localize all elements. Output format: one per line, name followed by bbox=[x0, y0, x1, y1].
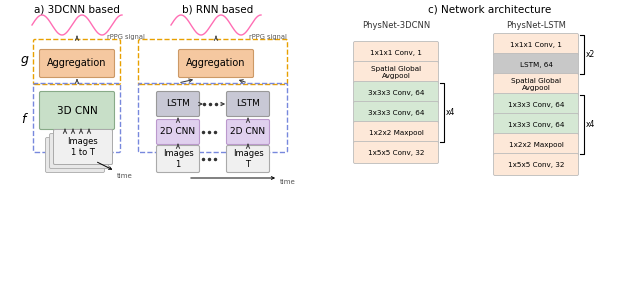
Text: PhysNet-LSTM: PhysNet-LSTM bbox=[506, 21, 566, 30]
Text: x4: x4 bbox=[586, 120, 595, 129]
FancyBboxPatch shape bbox=[227, 119, 269, 145]
Text: $f$: $f$ bbox=[21, 112, 29, 126]
Text: x2: x2 bbox=[586, 50, 595, 59]
FancyBboxPatch shape bbox=[40, 50, 115, 78]
FancyBboxPatch shape bbox=[227, 145, 269, 173]
FancyBboxPatch shape bbox=[45, 138, 104, 173]
Text: c) Network architecture: c) Network architecture bbox=[428, 5, 552, 15]
Text: a) 3DCNN based: a) 3DCNN based bbox=[34, 5, 120, 15]
FancyBboxPatch shape bbox=[157, 119, 200, 145]
Text: Aggregation: Aggregation bbox=[186, 59, 246, 68]
Text: LSTM: LSTM bbox=[236, 100, 260, 108]
Text: 1x1x1 Conv, 1: 1x1x1 Conv, 1 bbox=[370, 50, 422, 55]
FancyBboxPatch shape bbox=[493, 113, 579, 136]
Text: 1x2x2 Maxpool: 1x2x2 Maxpool bbox=[369, 130, 424, 136]
Text: $g$: $g$ bbox=[20, 54, 29, 68]
Text: b) RNN based: b) RNN based bbox=[182, 5, 253, 15]
Text: Images
1: Images 1 bbox=[163, 149, 193, 169]
Text: PhysNet-3DCNN: PhysNet-3DCNN bbox=[362, 21, 430, 30]
FancyBboxPatch shape bbox=[40, 91, 115, 130]
Text: rPPG signal: rPPG signal bbox=[107, 34, 145, 40]
Text: Images
1 to T: Images 1 to T bbox=[68, 137, 99, 157]
Text: 1x2x2 Maxpool: 1x2x2 Maxpool bbox=[509, 142, 563, 147]
Text: time: time bbox=[117, 173, 132, 179]
Text: rPPG signal: rPPG signal bbox=[249, 34, 287, 40]
FancyBboxPatch shape bbox=[493, 33, 579, 55]
FancyBboxPatch shape bbox=[49, 134, 109, 168]
FancyBboxPatch shape bbox=[353, 61, 438, 83]
FancyBboxPatch shape bbox=[227, 91, 269, 117]
FancyBboxPatch shape bbox=[493, 53, 579, 76]
Text: Images
T: Images T bbox=[232, 149, 264, 169]
Text: x4: x4 bbox=[446, 108, 456, 117]
Text: 1x1x1 Conv, 1: 1x1x1 Conv, 1 bbox=[510, 42, 562, 48]
FancyBboxPatch shape bbox=[353, 142, 438, 164]
FancyBboxPatch shape bbox=[157, 145, 200, 173]
Text: time: time bbox=[280, 179, 296, 185]
FancyBboxPatch shape bbox=[493, 74, 579, 95]
FancyBboxPatch shape bbox=[353, 42, 438, 63]
Text: 3x3x3 Conv, 64: 3x3x3 Conv, 64 bbox=[368, 110, 424, 115]
Text: 1x5x5 Conv, 32: 1x5x5 Conv, 32 bbox=[368, 149, 424, 155]
Text: 1x3x3 Conv, 64: 1x3x3 Conv, 64 bbox=[508, 102, 564, 108]
FancyBboxPatch shape bbox=[493, 134, 579, 155]
Text: 1x3x3 Conv, 64: 1x3x3 Conv, 64 bbox=[508, 121, 564, 128]
Text: 3D CNN: 3D CNN bbox=[56, 106, 97, 115]
FancyBboxPatch shape bbox=[157, 91, 200, 117]
FancyBboxPatch shape bbox=[493, 93, 579, 115]
Text: 2D CNN: 2D CNN bbox=[230, 128, 266, 136]
FancyBboxPatch shape bbox=[353, 102, 438, 123]
Text: 2D CNN: 2D CNN bbox=[161, 128, 196, 136]
Text: LSTM, 64: LSTM, 64 bbox=[520, 61, 552, 68]
FancyBboxPatch shape bbox=[353, 82, 438, 104]
FancyBboxPatch shape bbox=[54, 130, 113, 164]
Text: Spatial Global
Avgpool: Spatial Global Avgpool bbox=[371, 66, 421, 79]
FancyBboxPatch shape bbox=[54, 130, 113, 164]
FancyBboxPatch shape bbox=[493, 153, 579, 175]
Text: LSTM: LSTM bbox=[166, 100, 190, 108]
Text: 1x5x5 Conv, 32: 1x5x5 Conv, 32 bbox=[508, 162, 564, 168]
FancyBboxPatch shape bbox=[353, 121, 438, 143]
Text: 3x3x3 Conv, 64: 3x3x3 Conv, 64 bbox=[368, 89, 424, 95]
Text: Spatial Global
Avgpool: Spatial Global Avgpool bbox=[511, 78, 561, 91]
Text: Aggregation: Aggregation bbox=[47, 59, 107, 68]
FancyBboxPatch shape bbox=[179, 50, 253, 78]
